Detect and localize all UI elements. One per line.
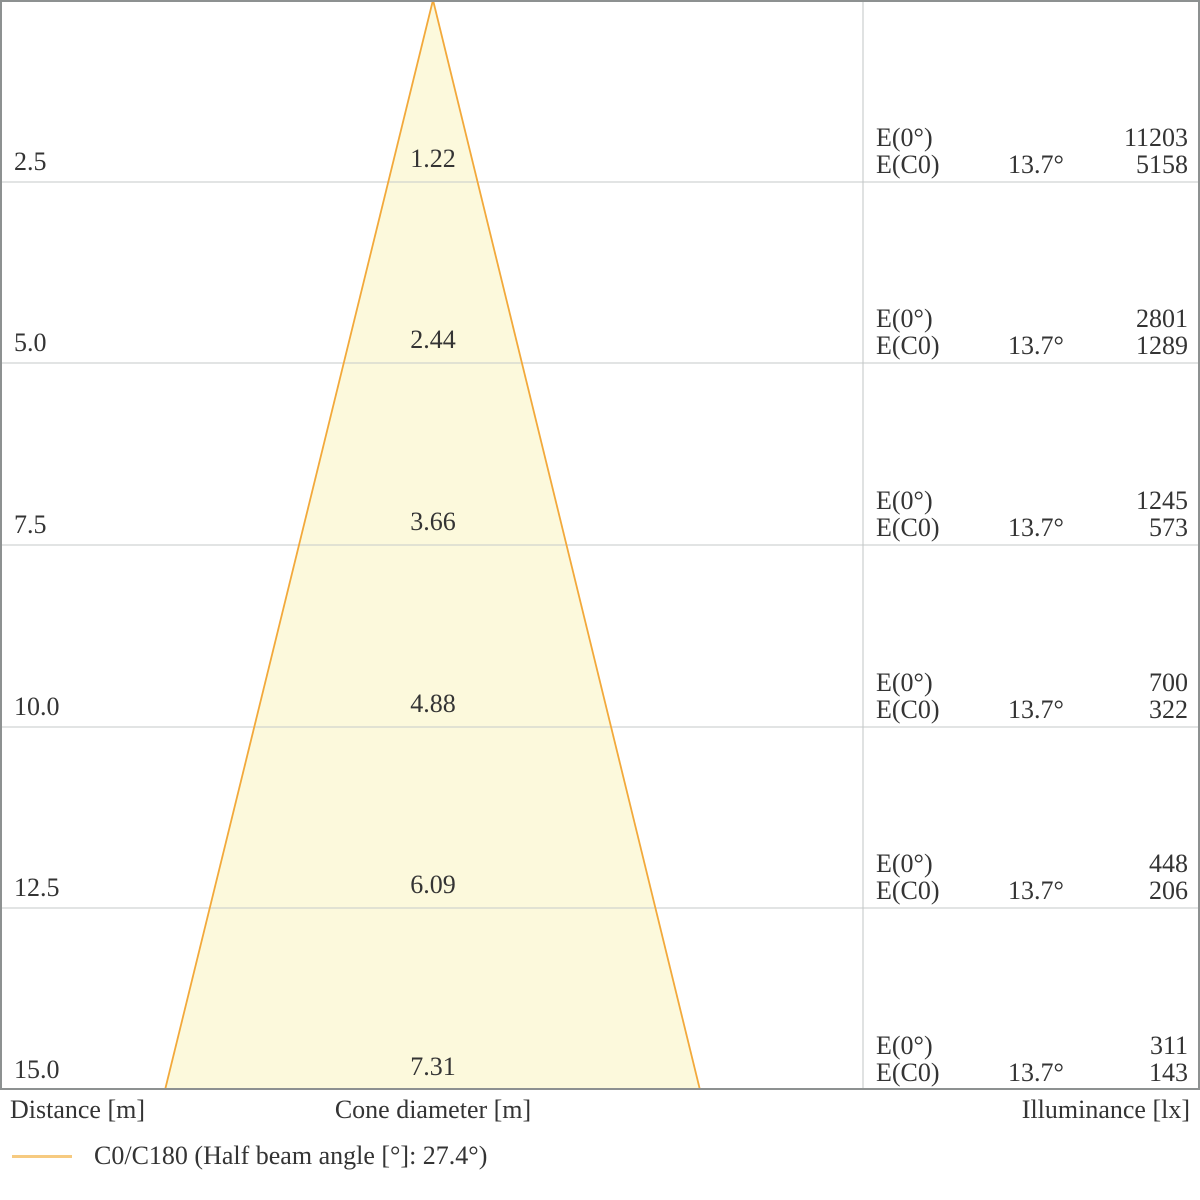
illuminance-row: E(0°) 1245 E(C0) 13.7° 573 (876, 487, 1188, 541)
ec0-value: 5158 (1136, 150, 1188, 179)
ec0-label: E(C0) (876, 331, 940, 360)
ec0-label: E(C0) (876, 513, 940, 542)
e0-label: E(0°) (876, 668, 933, 697)
ec0-label: E(C0) (876, 876, 940, 905)
e0-value: 448 (1149, 849, 1188, 878)
cone-chart-canvas (0, 0, 1200, 1090)
chart-border (0, 0, 1200, 1090)
distance-tick: 12.5 (14, 873, 60, 902)
half-angle-value: 13.7° (1008, 1058, 1064, 1087)
legend-line-swatch (12, 1154, 72, 1158)
cone-diameter-value: 7.31 (410, 1052, 456, 1081)
distance-tick: 7.5 (14, 510, 47, 539)
ec0-label: E(C0) (876, 150, 940, 179)
half-angle-value: 13.7° (1008, 876, 1064, 905)
legend-label: C0/C180 (Half beam angle [°]: 27.4°) (94, 1141, 488, 1170)
legend: C0/C180 (Half beam angle [°]: 27.4°) (12, 1141, 487, 1171)
ec0-value: 1289 (1136, 331, 1188, 360)
e0-value: 1245 (1136, 486, 1188, 515)
illuminance-row: E(0°) 448 E(C0) 13.7° 206 (876, 850, 1188, 904)
e0-label: E(0°) (876, 123, 933, 152)
distance-axis-title: Distance [m] (10, 1095, 146, 1124)
e0-label: E(0°) (876, 849, 933, 878)
half-angle-value: 13.7° (1008, 331, 1064, 360)
half-angle-value: 13.7° (1008, 150, 1064, 179)
e0-label: E(0°) (876, 1031, 933, 1060)
cone-diameter-value: 1.22 (410, 144, 456, 173)
distance-tick: 10.0 (14, 692, 60, 721)
e0-value: 11203 (1123, 123, 1188, 152)
illuminance-row: E(0°) 11203 E(C0) 13.7° 5158 (876, 124, 1188, 178)
cone-left-edge (164, 0, 434, 1090)
e0-value: 2801 (1136, 304, 1188, 333)
illuminance-row: E(0°) 311 E(C0) 13.7° 143 (876, 1032, 1188, 1086)
distance-tick: 2.5 (14, 147, 47, 176)
cone-diameter-value: 3.66 (410, 507, 456, 536)
cone-right-edge (432, 0, 701, 1090)
e0-label: E(0°) (876, 486, 933, 515)
e0-label: E(0°) (876, 304, 933, 333)
e0-value: 700 (1149, 668, 1188, 697)
illuminance-row: E(0°) 700 E(C0) 13.7° 322 (876, 669, 1188, 723)
illuminance-axis-title: Illuminance [lx] (1021, 1095, 1190, 1124)
half-angle-value: 13.7° (1008, 513, 1064, 542)
ec0-value: 573 (1149, 513, 1188, 542)
ec0-value: 143 (1149, 1058, 1188, 1087)
cone-diameter-axis-title: Cone diameter [m] (334, 1095, 532, 1124)
cone-diameter-value: 4.88 (410, 689, 456, 718)
ec0-value: 322 (1149, 695, 1188, 724)
illuminance-row: E(0°) 2801 E(C0) 13.7° 1289 (876, 305, 1188, 359)
e0-value: 311 (1149, 1031, 1188, 1060)
ec0-label: E(C0) (876, 695, 940, 724)
distance-tick: 5.0 (14, 328, 47, 357)
ec0-label: E(C0) (876, 1058, 940, 1087)
half-angle-value: 13.7° (1008, 695, 1064, 724)
cone-diameter-value: 6.09 (410, 870, 456, 899)
ec0-value: 206 (1149, 876, 1188, 905)
distance-tick: 15.0 (14, 1055, 60, 1084)
cone-diameter-value: 2.44 (410, 325, 456, 354)
